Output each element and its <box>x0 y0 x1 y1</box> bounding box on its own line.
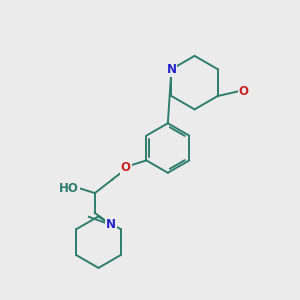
Text: HO: HO <box>59 182 79 195</box>
Text: O: O <box>238 85 248 98</box>
Text: N: N <box>106 218 116 231</box>
Text: N: N <box>167 63 176 76</box>
Text: O: O <box>121 161 130 174</box>
